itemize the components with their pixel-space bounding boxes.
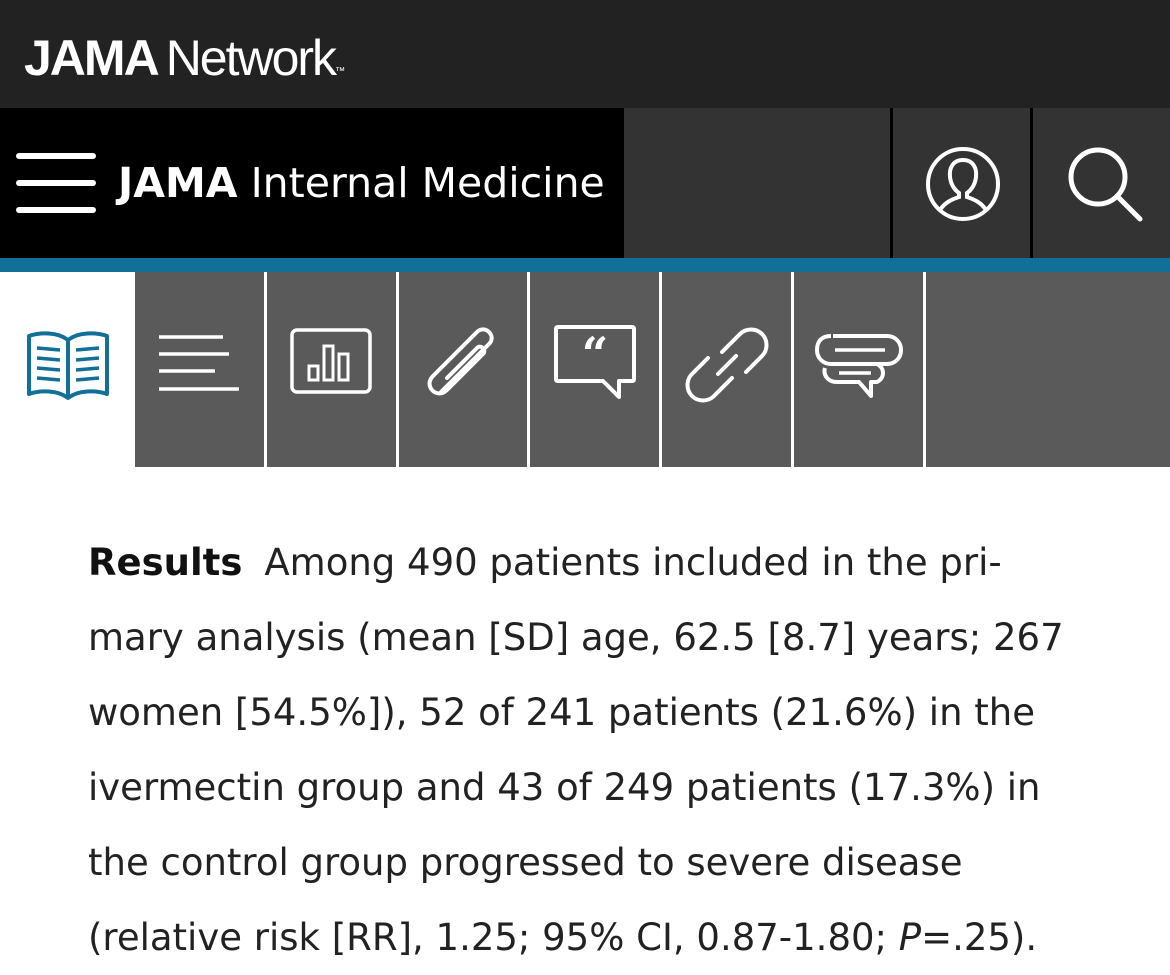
abstract-line: ivermectin group and 43 of 249 patients … — [88, 766, 1041, 809]
svg-text:“: “ — [582, 327, 608, 381]
abstract-line: the control group progressed to severe d… — [88, 841, 963, 884]
abstract-results: Results Among 490 patients included in th… — [88, 525, 1148, 975]
p-value: =.25). — [921, 916, 1038, 959]
jama-network-logo[interactable]: JAMA Network™ — [24, 28, 345, 88]
paperclip-icon — [427, 327, 494, 396]
search-icon — [1068, 147, 1143, 222]
search-button[interactable] — [1030, 108, 1170, 258]
bar-chart-icon — [290, 328, 372, 394]
link-icon — [685, 327, 769, 403]
tab-supplements[interactable] — [399, 272, 527, 467]
logo-part-jama: JAMA — [24, 30, 160, 86]
account-button[interactable] — [890, 108, 1031, 258]
toolbar-divider — [527, 272, 530, 467]
tab-cite[interactable]: “ — [530, 272, 659, 467]
toolbar-divider — [659, 272, 662, 467]
logo-part-network: Network — [165, 30, 337, 86]
toolbar-divider — [791, 272, 794, 467]
menu-icon-line — [16, 180, 96, 186]
toolbar-divider — [923, 272, 926, 467]
journal-title-bold: JAMA — [118, 159, 238, 207]
abstract-text: (relative risk [RR], 1.25; 95% CI, 0.87-… — [88, 916, 899, 959]
tab-sections[interactable] — [135, 272, 264, 467]
tab-figures[interactable] — [267, 272, 396, 467]
tab-permissions[interactable] — [662, 272, 791, 467]
tab-article[interactable] — [0, 272, 135, 467]
toolbar-divider — [396, 272, 399, 467]
menu-icon — [16, 153, 96, 159]
comment-icon — [815, 334, 903, 398]
text-lines-icon — [159, 335, 239, 391]
abstract-text: Among 490 patients included in the pri- — [264, 541, 1002, 584]
abstract-line: Results Among 490 patients included in th… — [88, 525, 1148, 600]
abstract-line: women [54.5%]), 52 of 241 patients (21.6… — [88, 691, 1036, 734]
journal-title-area: JAMA Internal Medicine — [0, 108, 624, 258]
book-icon — [27, 331, 109, 400]
abstract-line: mary analysis (mean [SD] age, 62.5 [8.7]… — [88, 616, 1064, 659]
menu-button[interactable] — [16, 151, 98, 215]
toolbar-divider — [264, 272, 267, 467]
article-toolbar: “ — [0, 272, 1170, 467]
results-label: Results — [88, 541, 243, 584]
journal-header: JAMA Internal Medicine — [0, 108, 1170, 258]
menu-icon-line — [16, 207, 96, 213]
user-icon — [926, 147, 1000, 221]
accent-stripe — [0, 258, 1170, 272]
quote-icon: “ — [554, 325, 636, 399]
logo-trademark: ™ — [335, 66, 346, 77]
abstract-line: (relative risk [RR], 1.25; 95% CI, 0.87-… — [88, 900, 1148, 975]
journal-title[interactable]: JAMA Internal Medicine — [118, 152, 605, 214]
tab-comments[interactable] — [794, 272, 923, 467]
journal-title-rest: Internal Medicine — [250, 159, 605, 207]
network-brand-bar: JAMA Network™ — [0, 0, 1170, 108]
p-value-label: P — [898, 916, 922, 959]
